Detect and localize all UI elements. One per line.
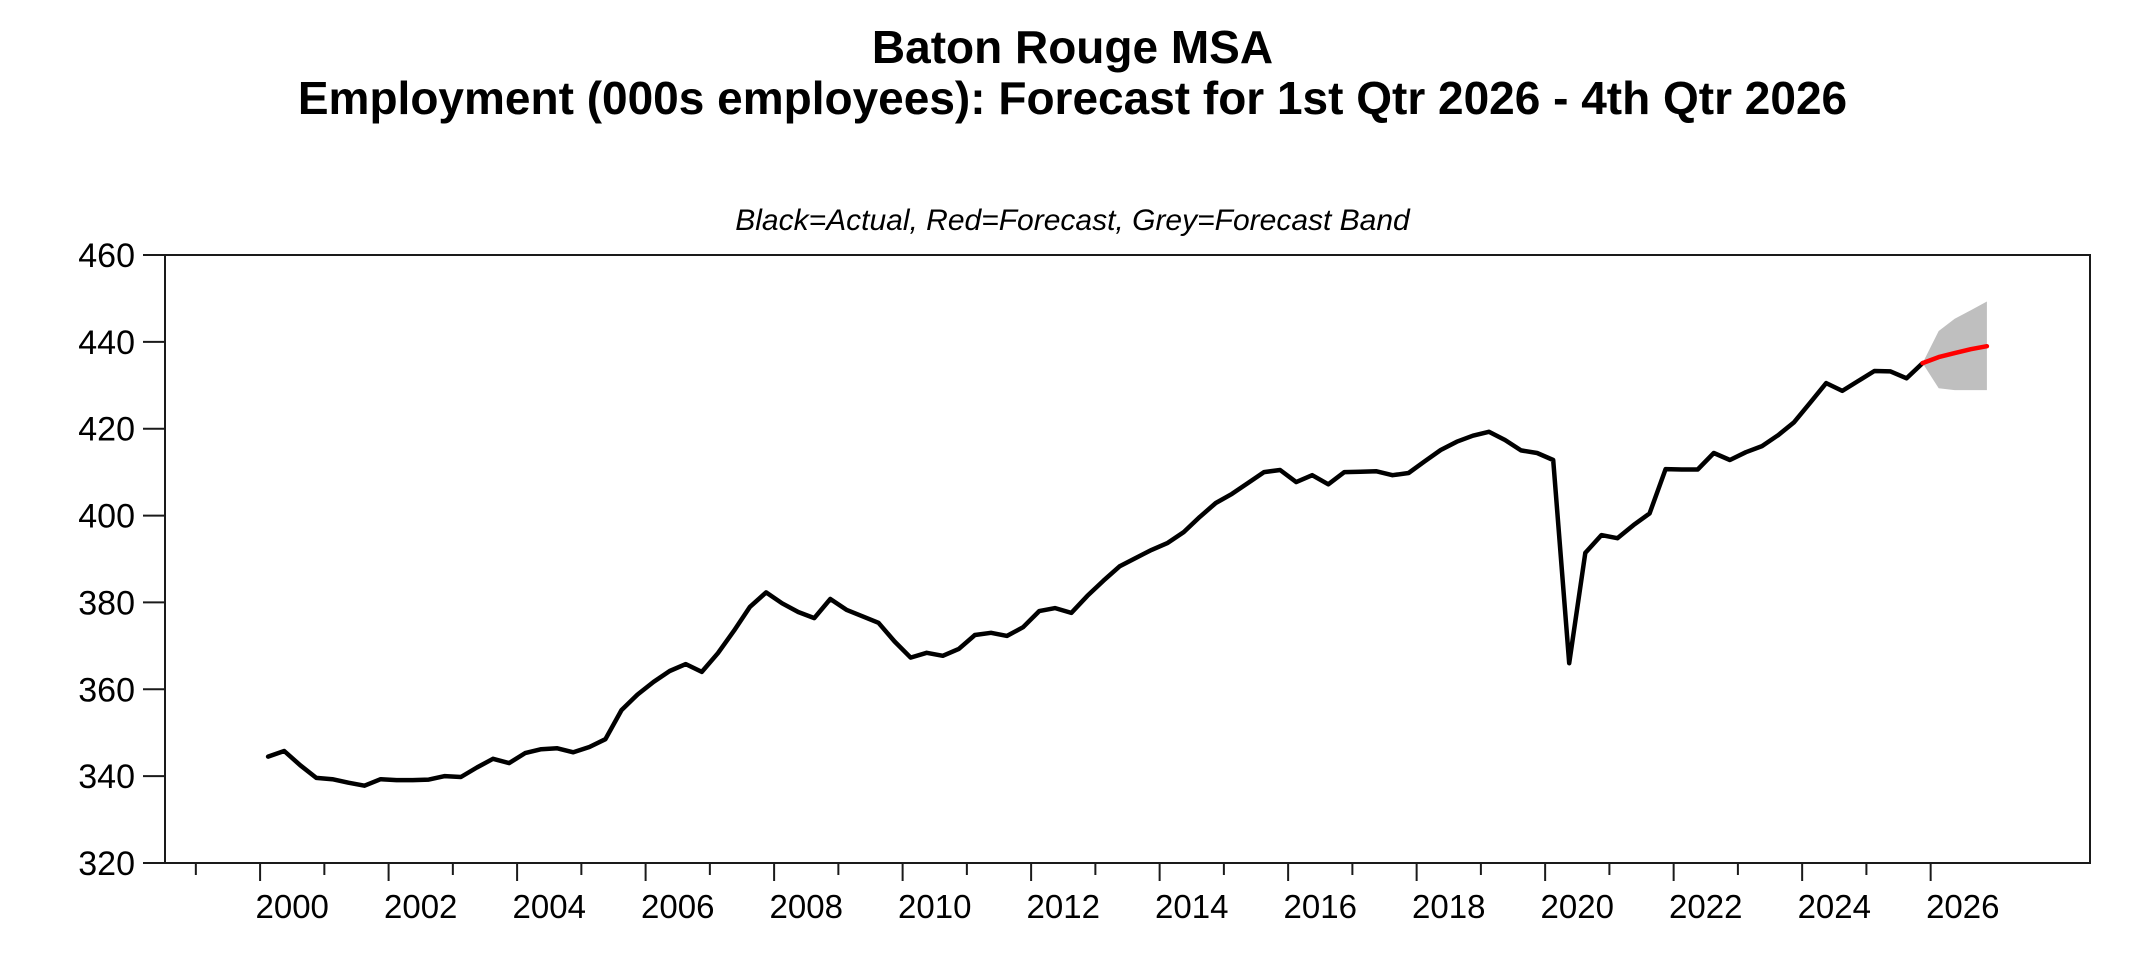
forecast-band — [1922, 301, 1987, 391]
x-axis-tick-label-2020: 2020 — [1541, 888, 1614, 925]
actual-series-line — [265, 360, 1925, 788]
y-axis-tick-label-320: 320 — [78, 845, 135, 883]
forecast-series-line — [1920, 343, 1990, 366]
x-axis-tick-label-2006: 2006 — [641, 888, 714, 925]
y-axis-tick-label-460: 460 — [78, 237, 135, 275]
y-axis-tick-label-420: 420 — [78, 411, 135, 449]
plot-frame-group — [164, 254, 2091, 864]
y-axis-tick-label-340: 340 — [78, 758, 135, 796]
x-axis-tick-label-2016: 2016 — [1284, 888, 1357, 925]
x-axis-tick-label-2012: 2012 — [1027, 888, 1100, 925]
x-axis-tick-label-2014: 2014 — [1155, 888, 1228, 925]
x-axis-tick-label-2004: 2004 — [513, 888, 586, 925]
chart-title-line1: Baton Rouge MSA — [871, 21, 1274, 73]
forecast-band-group — [1922, 301, 1987, 391]
x-axis-tick-label-2008: 2008 — [770, 888, 843, 925]
y-axis-tick-label-440: 440 — [78, 324, 135, 362]
plot-frame — [164, 254, 2091, 864]
x-axis-tick-label-2018: 2018 — [1412, 888, 1485, 925]
x-axis-tick-label-2024: 2024 — [1798, 888, 1871, 925]
chart-legend-note: Black=Actual, Red=Forecast, Grey=Forecas… — [735, 204, 1410, 237]
y-axis-tick-label-400: 400 — [78, 498, 135, 536]
chart-title: Baton Rouge MSA Employment (000s employe… — [0, 22, 2145, 123]
x-axis-tick-label-2010: 2010 — [898, 888, 971, 925]
y-axis-ticks-group: 320 340 360 380 400 420 440 460 — [78, 237, 165, 883]
x-axis-tick-label-2002: 2002 — [384, 888, 457, 925]
x-axis-tick-label-2022: 2022 — [1669, 888, 1742, 925]
x-axis-tick-label-2000: 2000 — [256, 888, 329, 925]
chart-title-line2: Employment (000s employees): Forecast fo… — [297, 71, 1848, 124]
x-axis-tick-label-2026: 2026 — [1926, 888, 1999, 925]
y-axis-tick-label-380: 380 — [78, 584, 135, 622]
series-group — [265, 343, 1990, 788]
y-axis-tick-label-360: 360 — [78, 671, 135, 709]
x-axis-ticks-group: 2000 2002 2004 2006 2008 2010 2012 2014 2016 2018… — [194, 863, 1999, 925]
